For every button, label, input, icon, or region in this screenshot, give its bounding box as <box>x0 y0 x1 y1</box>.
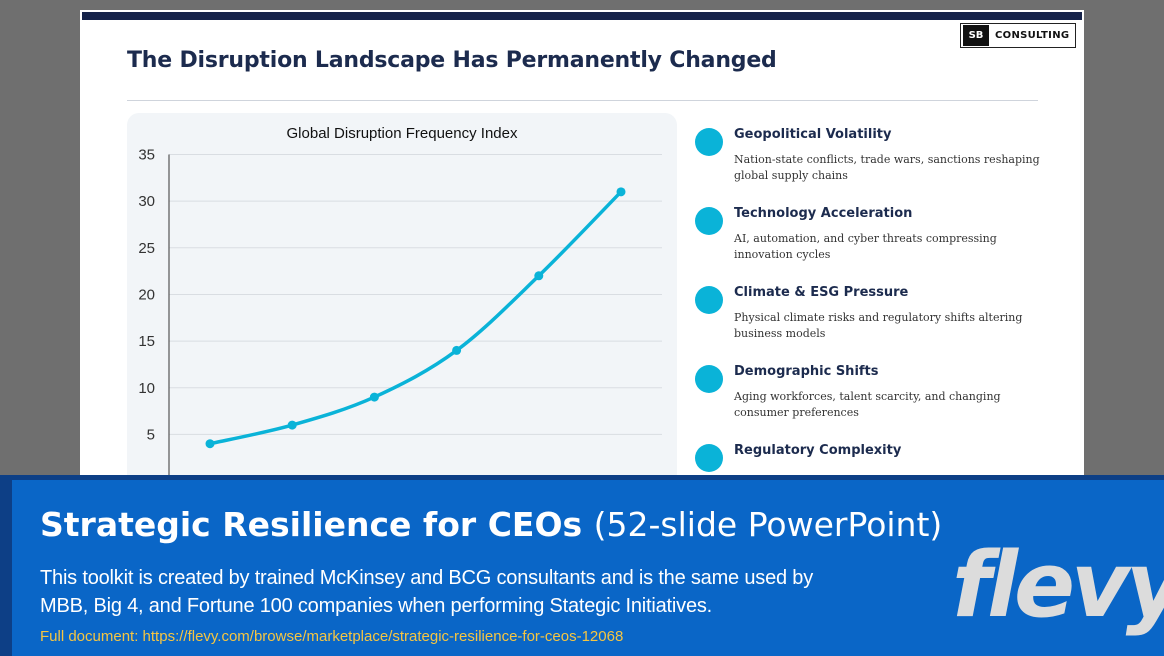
promo-banner: Strategic Resilience for CEOs (52-slide … <box>0 475 1164 656</box>
slide-title: The Disruption Landscape Has Permanently… <box>127 48 777 73</box>
y-tick-label: 30 <box>138 193 155 210</box>
factor-bullet-icon <box>695 365 723 393</box>
data-point <box>287 420 297 430</box>
banner-title-sub: (52-slide PowerPoint) <box>593 505 943 544</box>
slide-top-bar <box>82 12 1082 20</box>
factor-description: Nation-state conflicts, trade wars, sanc… <box>734 153 1040 182</box>
y-tick-label: 25 <box>138 240 155 257</box>
factor-description: Physical climate risks and regulatory sh… <box>734 311 1023 340</box>
consulting-logo: SB CONSULTING <box>960 23 1076 48</box>
factor-description: AI, automation, and cyber threats compre… <box>734 232 997 261</box>
factor-title: Demographic Shifts <box>734 364 879 379</box>
banner-title-main: Strategic Resilience for CEOs <box>40 505 583 544</box>
factor-title: Technology Acceleration <box>734 206 913 221</box>
logo-text: CONSULTING <box>995 30 1070 41</box>
factor-title: Climate & ESG Pressure <box>734 285 909 300</box>
full-document-link[interactable]: Full document: https://flevy.com/browse/… <box>40 628 624 645</box>
slide: SB CONSULTING The Disruption Landscape H… <box>80 10 1084 480</box>
factor-bullet-icon <box>695 286 723 314</box>
data-point <box>205 439 215 449</box>
data-point <box>534 271 544 281</box>
flevy-logo: flevy <box>952 533 1164 638</box>
y-tick-label: 5 <box>147 426 155 443</box>
data-point <box>369 392 379 402</box>
y-tick-label: 10 <box>138 380 155 397</box>
factor-bullet-icon <box>695 128 723 156</box>
data-point <box>616 187 626 197</box>
factor-title: Regulatory Complexity <box>734 443 902 458</box>
factor-description: Aging workforces, talent scarcity, and c… <box>734 390 1001 419</box>
title-divider <box>127 100 1038 101</box>
y-tick-label: 20 <box>138 286 155 303</box>
factor-bullet-icon <box>695 207 723 235</box>
logo-mark: SB <box>963 25 989 46</box>
banner-title: Strategic Resilience for CEOs (52-slide … <box>40 505 942 544</box>
y-tick-label: 35 <box>138 147 155 164</box>
banner-panel: Strategic Resilience for CEOs (52-slide … <box>12 480 1164 656</box>
factor-bullet-icon <box>695 444 723 472</box>
banner-description: This toolkit is created by trained McKin… <box>40 567 813 617</box>
factor-title: Geopolitical Volatility <box>734 127 892 142</box>
chart-title: Global Disruption Frequency Index <box>286 125 518 142</box>
y-tick-label: 15 <box>138 333 155 350</box>
chart-panel: Global Disruption Frequency Index 5 10 15 2… <box>127 113 677 480</box>
series-line <box>208 190 623 446</box>
data-point <box>452 345 462 355</box>
line-chart: 5 10 15 20 25 30 35 <box>138 147 662 480</box>
